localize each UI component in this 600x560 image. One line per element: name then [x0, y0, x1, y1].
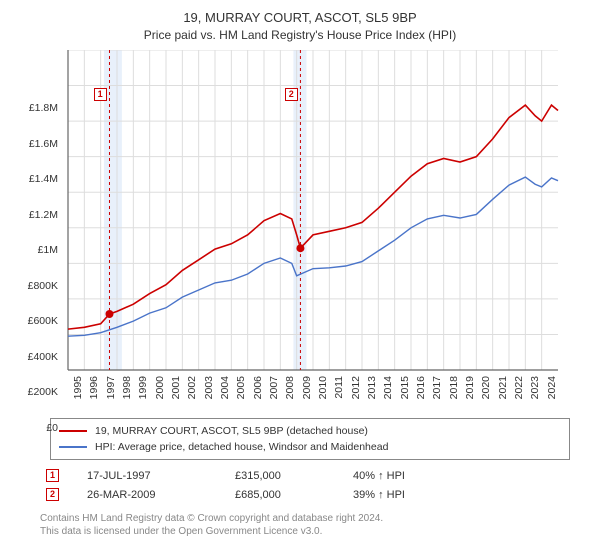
legend: 19, MURRAY COURT, ASCOT, SL5 9BP (detach…: [50, 418, 570, 460]
x-axis-label: 1997: [105, 376, 117, 406]
footer-attribution: Contains HM Land Registry data © Crown c…: [40, 512, 570, 538]
transaction-marker: 1: [46, 469, 59, 482]
y-axis-label: £600K: [18, 315, 58, 327]
sale-marker: 2: [285, 88, 298, 101]
legend-item: 19, MURRAY COURT, ASCOT, SL5 9BP (detach…: [59, 423, 561, 439]
x-axis-label: 2016: [415, 376, 427, 406]
x-axis-label: 2013: [366, 376, 378, 406]
y-axis-label: £200K: [18, 386, 58, 398]
x-axis-label: 2023: [529, 376, 541, 406]
page-title: 19, MURRAY COURT, ASCOT, SL5 9BP: [0, 0, 600, 25]
x-axis-label: 2010: [317, 376, 329, 406]
y-axis-label: £1.4M: [18, 173, 58, 185]
y-axis-label: £400K: [18, 351, 58, 363]
x-axis-label: 2012: [350, 376, 362, 406]
legend-swatch: [59, 446, 87, 448]
x-axis-label: 2019: [464, 376, 476, 406]
x-axis-label: 2002: [186, 376, 198, 406]
y-axis-label: £0: [18, 422, 58, 434]
x-axis-label: 2001: [170, 376, 182, 406]
transaction-price: £315,000: [235, 470, 325, 482]
y-axis-label: £1M: [18, 244, 58, 256]
transaction-date: 26-MAR-2009: [87, 489, 207, 501]
sale-marker: 1: [94, 88, 107, 101]
transaction-marker: 2: [46, 488, 59, 501]
x-axis-label: 2021: [497, 376, 509, 406]
x-axis-label: 2007: [268, 376, 280, 406]
x-axis-label: 2004: [219, 376, 231, 406]
y-axis-label: £1.2M: [18, 209, 58, 221]
transaction-diff: 40% ↑ HPI: [353, 470, 453, 482]
line-chart: [18, 50, 588, 410]
transaction-price: £685,000: [235, 489, 325, 501]
x-axis-label: 2009: [301, 376, 313, 406]
x-axis-label: 2018: [448, 376, 460, 406]
x-axis-label: 2005: [235, 376, 247, 406]
x-axis-label: 2011: [333, 376, 345, 406]
x-axis-label: 2017: [431, 376, 443, 406]
x-axis-label: 2008: [284, 376, 296, 406]
x-axis-label: 1998: [121, 376, 133, 406]
x-axis-label: 1996: [88, 376, 100, 406]
y-axis-label: £800K: [18, 280, 58, 292]
x-axis-label: 1995: [72, 376, 84, 406]
y-axis-label: £1.6M: [18, 138, 58, 150]
transaction-diff: 39% ↑ HPI: [353, 489, 453, 501]
legend-label: HPI: Average price, detached house, Wind…: [95, 439, 388, 455]
transaction-date: 17-JUL-1997: [87, 470, 207, 482]
x-axis-label: 2020: [480, 376, 492, 406]
legend-item: HPI: Average price, detached house, Wind…: [59, 439, 561, 455]
legend-swatch: [59, 430, 87, 432]
x-axis-label: 2003: [203, 376, 215, 406]
x-axis-label: 2024: [546, 376, 558, 406]
transactions-table: 1 17-JUL-1997 £315,000 40% ↑ HPI 2 26-MAR-200…: [40, 466, 570, 504]
legend-label: 19, MURRAY COURT, ASCOT, SL5 9BP (detach…: [95, 423, 368, 439]
transaction-row: 2 26-MAR-2009 £685,000 39% ↑ HPI: [40, 485, 570, 504]
x-axis-label: 1999: [137, 376, 149, 406]
y-axis-label: £1.8M: [18, 102, 58, 114]
x-axis-label: 2015: [399, 376, 411, 406]
transaction-row: 1 17-JUL-1997 £315,000 40% ↑ HPI: [40, 466, 570, 485]
chart-area: £0£200K£400K£600K£800K£1M£1.2M£1.4M£1.6M…: [18, 50, 588, 410]
x-axis-label: 2014: [382, 376, 394, 406]
x-axis-label: 2006: [252, 376, 264, 406]
footer-line: This data is licensed under the Open Gov…: [40, 525, 570, 538]
page-subtitle: Price paid vs. HM Land Registry's House …: [0, 25, 600, 50]
footer-line: Contains HM Land Registry data © Crown c…: [40, 512, 570, 525]
x-axis-label: 2000: [154, 376, 166, 406]
x-axis-label: 2022: [513, 376, 525, 406]
